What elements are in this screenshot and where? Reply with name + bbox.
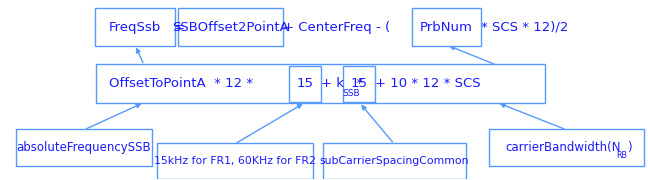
Text: absoluteFrequencySSB: absoluteFrequencySSB bbox=[17, 141, 152, 154]
Text: 15kHz for FR1, 60KHz for FR2: 15kHz for FR1, 60KHz for FR2 bbox=[154, 156, 316, 166]
Text: PrbNum: PrbNum bbox=[420, 21, 473, 34]
Text: carrierBandwidth(N: carrierBandwidth(N bbox=[505, 141, 621, 154]
Text: ): ) bbox=[627, 141, 632, 154]
FancyBboxPatch shape bbox=[489, 129, 644, 166]
Text: subCarrierSpacingCommon: subCarrierSpacingCommon bbox=[319, 156, 469, 166]
FancyBboxPatch shape bbox=[97, 64, 544, 103]
Text: 15: 15 bbox=[297, 77, 314, 90]
Text: + 10 * 12 * SCS: + 10 * 12 * SCS bbox=[375, 77, 481, 90]
FancyBboxPatch shape bbox=[343, 66, 375, 102]
Text: 15: 15 bbox=[351, 77, 368, 90]
Text: * SCS * 12)/2: * SCS * 12)/2 bbox=[481, 21, 568, 34]
Text: + k: + k bbox=[321, 77, 344, 90]
Text: + CenterFreq - (: + CenterFreq - ( bbox=[283, 21, 390, 34]
Text: FreqSsb: FreqSsb bbox=[109, 21, 161, 34]
FancyBboxPatch shape bbox=[178, 8, 283, 46]
Text: SSB: SSB bbox=[342, 89, 360, 98]
FancyBboxPatch shape bbox=[157, 143, 312, 179]
FancyBboxPatch shape bbox=[412, 8, 481, 46]
Text: SSBOffset2PointA: SSBOffset2PointA bbox=[172, 21, 288, 34]
Text: *: * bbox=[353, 77, 367, 90]
FancyBboxPatch shape bbox=[16, 129, 152, 166]
FancyBboxPatch shape bbox=[323, 143, 466, 179]
Text: OffsetToPointA  * 12 *: OffsetToPointA * 12 * bbox=[109, 77, 257, 90]
FancyBboxPatch shape bbox=[290, 66, 321, 102]
FancyBboxPatch shape bbox=[95, 8, 174, 46]
Text: =: = bbox=[174, 21, 185, 34]
Text: RB: RB bbox=[616, 150, 627, 159]
